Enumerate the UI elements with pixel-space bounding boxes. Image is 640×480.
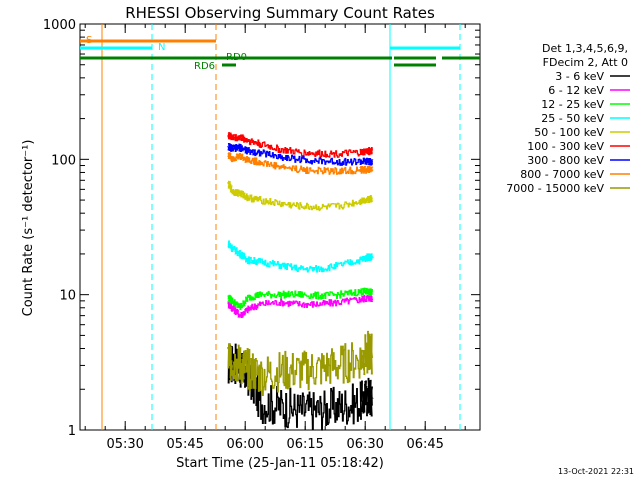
- generated-timestamp: 13-Oct-2021 22:31: [558, 467, 634, 476]
- legend-item-label: 800 - 7000 keV: [520, 168, 604, 181]
- y-tick-label: 1: [68, 424, 76, 439]
- y-axis-label: Count Rate (s⁻¹ detector⁻¹): [21, 140, 36, 317]
- x-tick-label: 06:00: [226, 437, 263, 452]
- decimation-flag-label-rd0: RD0: [226, 52, 247, 63]
- y-tick-label: 10: [59, 289, 76, 304]
- series-line-1: [227, 294, 374, 319]
- legend-item-label: 300 - 800 keV: [527, 154, 604, 167]
- x-axis-label: Start Time (25-Jan-11 05:18:42): [176, 456, 384, 471]
- decimation-flag-label-rd6: RD6: [194, 61, 215, 72]
- night-flag-label: N: [158, 42, 165, 53]
- series-line-4: [227, 180, 374, 212]
- series-line-0: [227, 343, 375, 431]
- y-tick-label: 100: [51, 153, 76, 168]
- plot-area: 1 10 100 1000 05:30 05:45 06:00 06:15 06:30 06:45…: [43, 18, 481, 452]
- x-tick-label: 05:45: [166, 437, 203, 452]
- legend-item-label: 25 - 50 keV: [541, 112, 604, 125]
- legend-item-label: 12 - 25 keV: [541, 98, 604, 111]
- legend-item-label: 50 - 100 keV: [534, 126, 604, 139]
- x-tick-label: 05:30: [106, 437, 143, 452]
- legend-item-label: 7000 - 15000 keV: [506, 182, 604, 195]
- x-tick-label: 06:45: [406, 437, 443, 452]
- saa-flag-label: S: [86, 35, 92, 46]
- series-line-5: [227, 132, 374, 158]
- y-tick-label: 1000: [43, 18, 76, 33]
- legend-header-line-1: Det 1,3,4,5,6,9,: [542, 42, 628, 55]
- chart-title: RHESSI Observing Summary Count Rates: [125, 4, 435, 22]
- series-line-7: [227, 152, 374, 175]
- legend-item-label: 100 - 300 keV: [527, 140, 604, 153]
- legend-item-label: 3 - 6 keV: [555, 70, 604, 83]
- plot-frame: [79, 23, 481, 431]
- series-line-6: [226, 143, 374, 166]
- series-line-8: [227, 330, 374, 396]
- legend-header-line-2: FDecim 2, Att 0: [543, 56, 628, 69]
- x-tick-label: 06:15: [286, 437, 323, 452]
- series-line-2: [227, 287, 374, 311]
- x-tick-label: 06:30: [346, 437, 383, 452]
- legend-item-label: 6 - 12 keV: [548, 84, 604, 97]
- series-line-3: [227, 240, 375, 273]
